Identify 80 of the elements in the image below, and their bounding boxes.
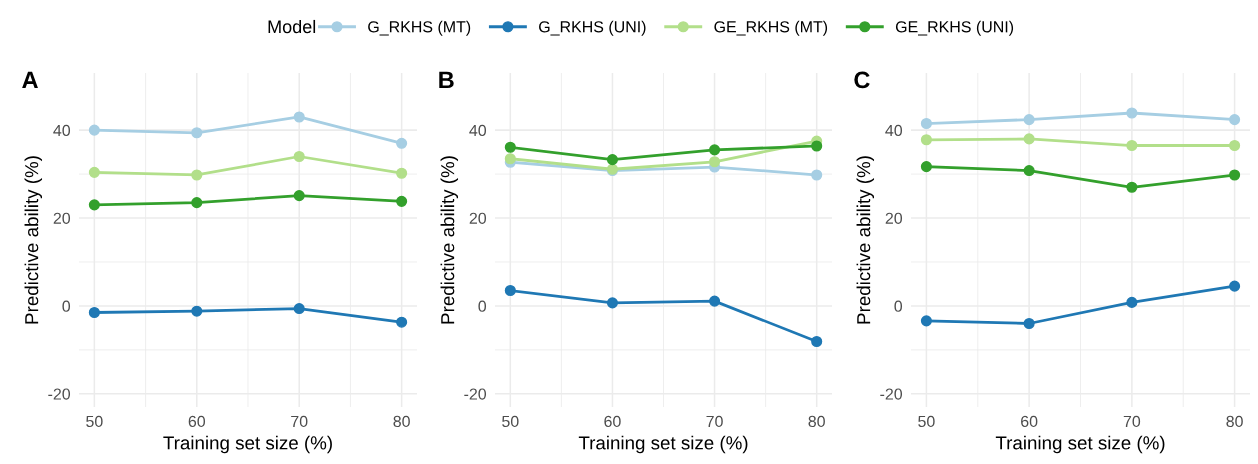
point — [293, 150, 305, 163]
point — [504, 284, 516, 297]
y-axis-title: Predictive ability (%) — [856, 156, 875, 324]
point — [1229, 280, 1241, 292]
point — [191, 197, 203, 209]
point — [920, 161, 932, 173]
legend-label: GE_RKHS (MT) — [714, 20, 828, 36]
point — [811, 335, 823, 348]
point — [709, 295, 721, 307]
point — [920, 117, 932, 130]
x-tick-label: 80 — [393, 415, 410, 428]
point — [396, 195, 408, 207]
point — [606, 154, 618, 166]
point — [396, 167, 408, 179]
x-axis-title: Training set size (%) — [163, 435, 332, 454]
y-tick-label: -20 — [464, 388, 487, 400]
x-tick-label: 60 — [188, 415, 206, 428]
x-tick-label: 60 — [604, 415, 621, 428]
point — [1229, 139, 1241, 152]
point — [1229, 169, 1241, 181]
point — [396, 137, 408, 149]
x-tick-label: 70 — [706, 415, 723, 428]
point — [1126, 181, 1138, 193]
x-tick-label: 60 — [1021, 415, 1038, 428]
point — [1229, 114, 1241, 126]
point — [920, 134, 932, 146]
point — [191, 305, 203, 317]
point — [293, 190, 305, 202]
legend-label: GE_RKHS (UNI) — [895, 20, 1014, 36]
y-tick-label: -20 — [880, 388, 903, 400]
x-tick-label: 50 — [86, 415, 103, 428]
y-tick-label: 20 — [885, 212, 903, 224]
x-axis-title: Training set size (%) — [995, 435, 1165, 454]
point — [191, 127, 203, 139]
y-tick-label: 20 — [469, 212, 487, 224]
point — [1126, 107, 1138, 119]
y-tick-label: 0 — [478, 300, 487, 312]
y-tick-label: 40 — [53, 124, 71, 137]
x-tick-label: 50 — [502, 415, 519, 428]
point — [293, 111, 305, 123]
legend-title: Model — [268, 19, 316, 34]
x-tick-label: 70 — [1123, 415, 1141, 428]
y-tick-label: 0 — [62, 300, 71, 312]
x-tick-label: 50 — [918, 415, 935, 428]
point — [88, 124, 100, 136]
y-axis-title: Predictive ability (%) — [24, 156, 43, 324]
x-tick-label: 70 — [291, 415, 308, 428]
point — [1126, 296, 1138, 308]
point — [709, 144, 721, 156]
chart-title: B — [439, 71, 454, 89]
point — [606, 297, 618, 309]
point — [191, 169, 203, 181]
y-axis-title: Predictive ability (%) — [440, 156, 459, 324]
point — [1023, 165, 1035, 177]
point — [396, 316, 408, 328]
point — [88, 199, 100, 211]
point — [1023, 114, 1035, 126]
point — [293, 303, 305, 315]
legend-label: G_RKHS (UNI) — [539, 20, 646, 36]
y-tick-label: 40 — [885, 124, 903, 137]
legend-label: G_RKHS (MT) — [368, 20, 471, 36]
chart-title: A — [22, 71, 38, 89]
y-tick-label: 20 — [53, 212, 71, 224]
point — [88, 306, 100, 319]
point — [811, 140, 823, 152]
x-tick-label: 80 — [1226, 415, 1243, 428]
point — [1023, 133, 1035, 145]
y-tick-label: -20 — [48, 388, 71, 400]
chart-title: C — [854, 71, 870, 89]
point — [504, 141, 516, 153]
y-tick-label: 40 — [469, 124, 487, 137]
y-tick-label: 0 — [894, 300, 903, 312]
point — [88, 166, 100, 178]
x-tick-label: 80 — [808, 415, 825, 428]
point — [1023, 317, 1035, 330]
point — [811, 169, 823, 181]
point — [920, 315, 932, 327]
point — [709, 156, 721, 168]
x-axis-title: Training set size (%) — [578, 435, 748, 454]
point — [1126, 139, 1138, 152]
